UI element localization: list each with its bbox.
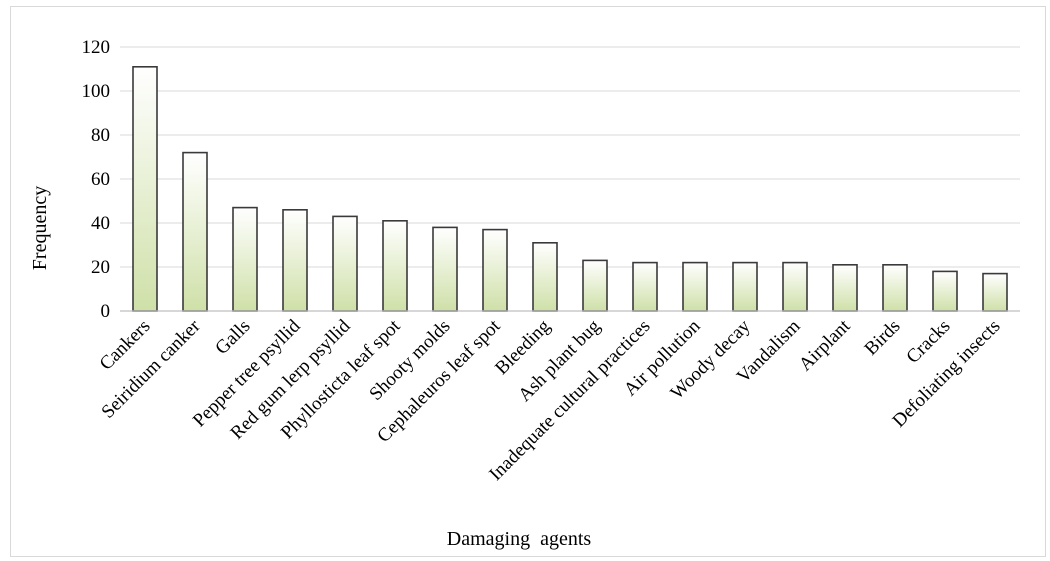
bar (682, 261, 708, 312)
x-axis-title: Damaging agents (447, 528, 592, 550)
bar (582, 259, 608, 312)
bar (932, 270, 958, 312)
bar (382, 220, 408, 312)
y-tick-label: 80 (91, 125, 110, 146)
y-tick-label: 60 (91, 169, 110, 190)
bar (282, 209, 308, 312)
y-tick-label: 20 (91, 257, 110, 278)
bar (232, 206, 258, 312)
bar (832, 263, 858, 312)
bars (132, 66, 1008, 312)
bar (882, 263, 908, 312)
bar (732, 261, 758, 312)
bar (132, 66, 158, 312)
x-tick-label: Galls (211, 316, 254, 359)
bar (782, 261, 808, 312)
bar (632, 261, 658, 312)
y-tick-label: 40 (91, 213, 110, 234)
gridlines (120, 46, 1020, 268)
y-tick-label: 100 (82, 81, 111, 102)
bar (482, 228, 508, 312)
y-axis-title: Frequency (29, 186, 51, 270)
bar (432, 226, 458, 312)
bar (982, 272, 1008, 312)
y-axis-tick-labels: 0 20 40 60 80 100 120 (82, 37, 111, 322)
x-tick-label: Airplant (795, 315, 855, 375)
bar (332, 215, 358, 312)
bar (182, 151, 208, 312)
x-tick-label: Birds (861, 316, 905, 360)
y-tick-label: 0 (101, 301, 111, 322)
bar (532, 242, 558, 312)
y-tick-label: 120 (82, 37, 111, 58)
